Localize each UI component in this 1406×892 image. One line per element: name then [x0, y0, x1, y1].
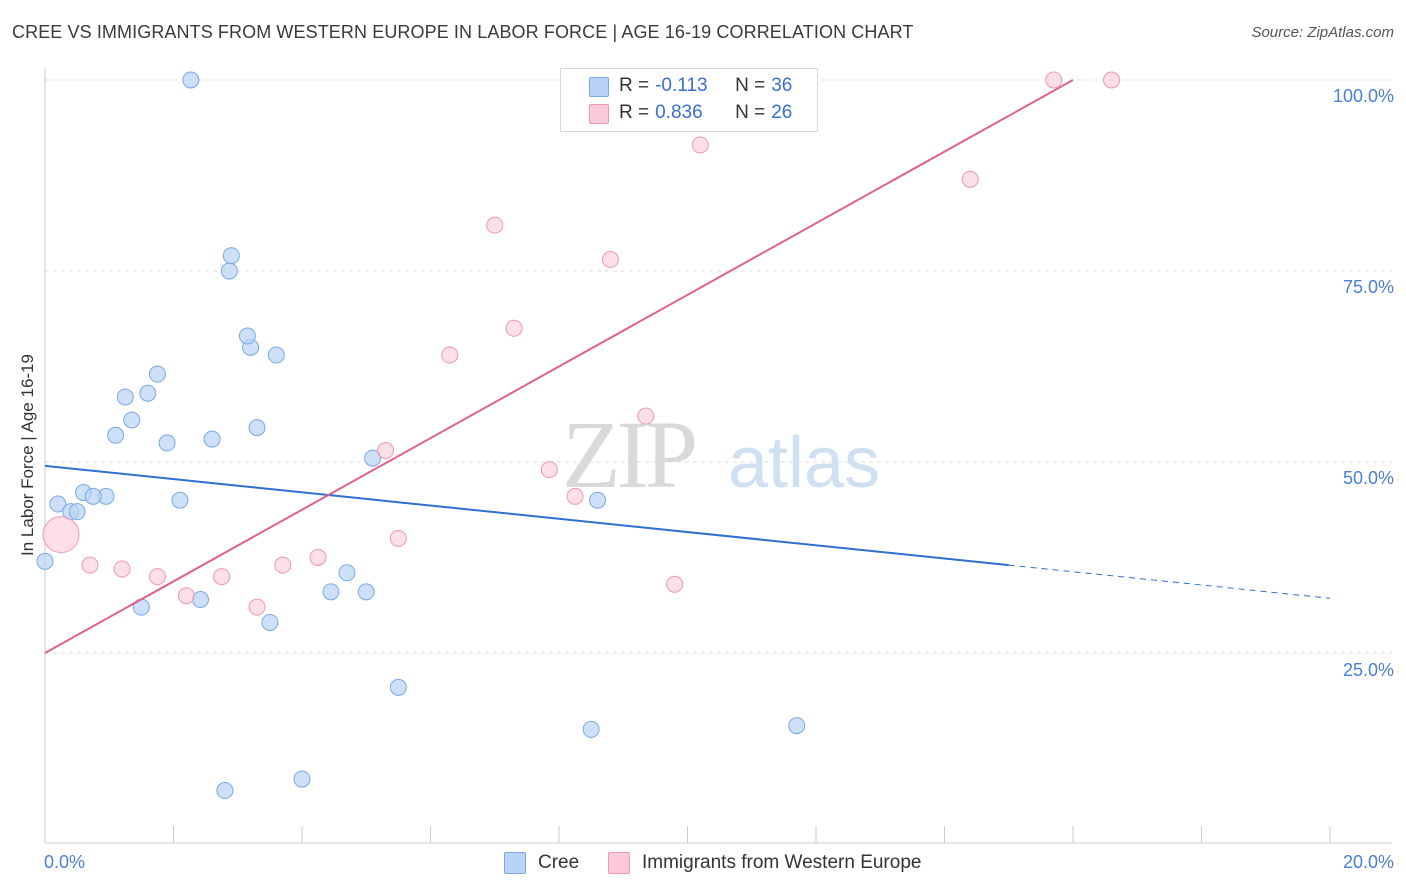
data-point-cree — [267, 346, 285, 364]
x-axis — [44, 68, 1392, 844]
series-legend: Cree Immigrants from Western Europe — [0, 852, 1406, 878]
watermark-atlas: atlas — [728, 423, 880, 503]
data-point-cree — [139, 384, 157, 402]
data-point-cree — [158, 434, 176, 452]
data-point-immigrants — [148, 568, 166, 586]
data-point-cree — [293, 770, 311, 788]
data-point-immigrants — [441, 346, 459, 364]
source-label: Source: ZipAtlas.com — [1251, 24, 1394, 41]
data-point-immigrants — [961, 170, 979, 188]
data-point-cree — [364, 449, 382, 467]
data-point-immigrants — [1103, 71, 1121, 89]
data-point-immigrants — [42, 516, 80, 554]
legend-n-value-cree: 36 — [771, 75, 793, 96]
data-point-cree — [49, 495, 67, 513]
data-point-cree — [84, 487, 102, 505]
data-point-immigrants — [377, 442, 395, 460]
data-point-cree — [220, 262, 238, 280]
y-tick-label-75: 75.0% — [1342, 277, 1394, 297]
data-point-immigrants — [1045, 71, 1063, 89]
legend-r-value-cree: -0.113 — [655, 75, 708, 96]
trend-line-immigrants — [44, 79, 1074, 654]
data-point-cree — [116, 388, 134, 406]
legend-item-cree: Cree — [504, 852, 579, 874]
data-point-cree — [322, 583, 340, 601]
trend-lines — [44, 79, 1331, 654]
data-point-immigrants — [177, 587, 195, 605]
data-point-immigrants — [666, 575, 684, 593]
legend-swatch-cree — [589, 77, 609, 97]
data-point-immigrants — [601, 251, 619, 269]
y-tick-label-25: 25.0% — [1342, 660, 1394, 680]
data-point-cree — [261, 613, 279, 631]
data-point-immigrants — [274, 556, 292, 574]
legend-r-value-immigrants: 0.836 — [655, 102, 703, 123]
data-point-immigrants — [309, 549, 327, 566]
trend-line-cree-extension — [1008, 564, 1331, 599]
legend-row-immigrants: R = 0.836 N = 26 — [619, 102, 792, 124]
data-point-cree — [238, 327, 256, 345]
data-point-cree — [171, 491, 189, 509]
data-point-cree — [148, 365, 166, 383]
legend-swatch-immigrants — [608, 852, 630, 874]
legend-row-cree: R = -0.113 N = 36 — [619, 75, 792, 97]
data-point-immigrants — [637, 407, 655, 425]
y-tick-label-100: 100.0% — [1332, 86, 1394, 106]
data-point-cree — [338, 564, 356, 582]
data-point-immigrants — [540, 461, 558, 479]
correlation-legend: R = -0.113 N = 36 R = 0.836 N = 26 — [560, 68, 818, 132]
watermark: ZIP atlas — [562, 401, 880, 508]
trend-line-cree — [44, 464, 1009, 567]
data-point-immigrants — [248, 598, 266, 616]
data-point-cree — [788, 717, 806, 735]
data-point-immigrants — [389, 529, 407, 547]
data-point-cree — [222, 247, 240, 265]
data-point-cree — [68, 503, 86, 521]
x-tick-label-max: 20.0% — [1342, 852, 1394, 872]
data-point-cree — [182, 71, 200, 89]
legend-label-cree: Cree — [538, 852, 580, 873]
data-point-cree — [389, 678, 407, 696]
data-point-cree — [203, 430, 221, 448]
data-point-cree — [191, 591, 209, 609]
data-point-cree — [582, 720, 600, 738]
data-point-cree — [216, 782, 234, 800]
gridlines — [45, 79, 1392, 654]
data-point-immigrants — [691, 136, 709, 154]
data-point-immigrants — [505, 319, 523, 337]
chart-title: CREE VS IMMIGRANTS FROM WESTERN EUROPE I… — [12, 22, 914, 42]
data-point-cree — [36, 552, 54, 570]
legend-n-label: N = — [735, 75, 766, 96]
data-point-cree — [248, 419, 266, 437]
x-tick-label-min: 0.0% — [44, 852, 86, 872]
data-point-cree — [589, 491, 607, 509]
data-point-immigrants — [486, 216, 504, 234]
data-point-cree — [107, 426, 125, 444]
data-point-cree — [123, 411, 141, 429]
legend-swatch-cree — [504, 852, 526, 874]
legend-item-immigrants: Immigrants from Western Europe — [608, 852, 921, 874]
legend-label-immigrants: Immigrants from Western Europe — [642, 852, 922, 873]
legend-r-label: R = — [619, 102, 650, 123]
legend-n-label: N = — [735, 102, 766, 123]
series-cree — [36, 71, 806, 800]
y-tick-label-50: 50.0% — [1342, 468, 1394, 488]
data-point-immigrants — [113, 560, 131, 578]
legend-r-label: R = — [619, 75, 650, 96]
data-point-immigrants — [213, 568, 231, 586]
watermark-zip: ZIP — [562, 401, 695, 508]
data-point-cree — [357, 583, 375, 601]
data-point-immigrants — [566, 487, 584, 505]
legend-swatch-immigrants — [589, 104, 609, 124]
legend-n-value-immigrants: 26 — [771, 102, 793, 123]
series-immigrants — [42, 71, 1121, 616]
data-point-immigrants — [81, 556, 99, 574]
